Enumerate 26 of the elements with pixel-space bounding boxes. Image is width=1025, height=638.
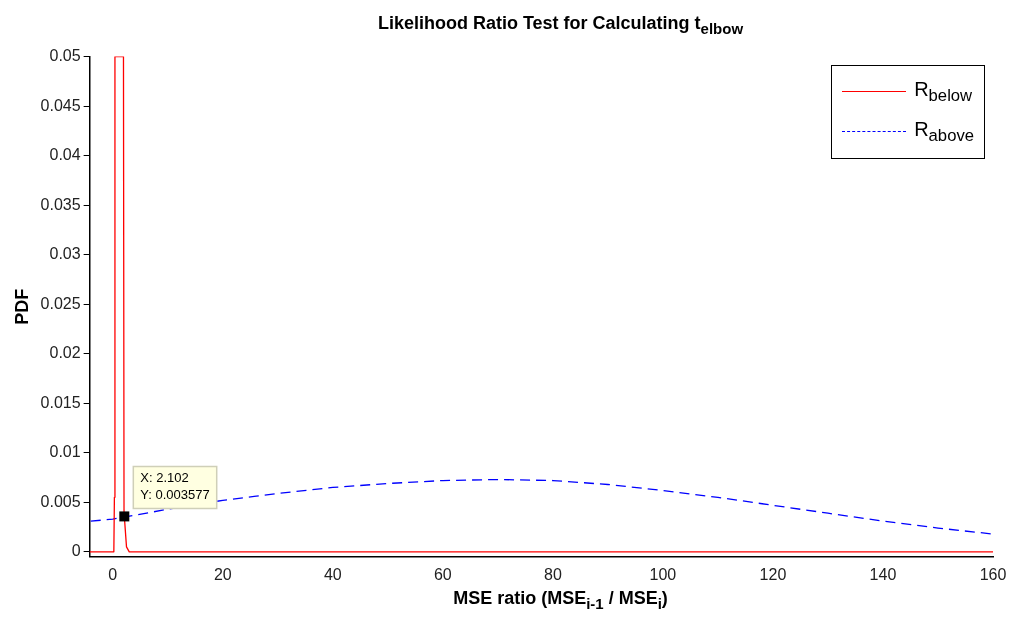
x-axis-title: MSE ratio (MSE$_{i-1}$ / MSE$_{i}$): [452, 588, 669, 612]
y-tick-label: 0.045: [40, 96, 81, 114]
y-tick-label: 0.05: [49, 47, 81, 65]
legend-label: R$_{below}$: [914, 77, 973, 106]
legend-label: R$_{above}$: [914, 117, 974, 146]
y-axis-title: PDF: [11, 288, 32, 325]
y-tick-label: 0.01: [49, 443, 81, 461]
x-tick-label: 0: [108, 565, 118, 583]
x-tick-label: 140: [869, 565, 897, 583]
x-tick-label: 80: [543, 565, 562, 583]
y-tick-label: 0.015: [40, 393, 81, 411]
y-tick-label: 0.04: [49, 146, 81, 164]
annotation: X: 2.102 Y: 0.003577: [140, 470, 210, 503]
y-tick-label: 0.005: [40, 492, 81, 510]
chart-title: Likelihood Ratio Test for Calculating t$_{elbow}$: [376, 12, 745, 39]
x-tick-label: 40: [323, 565, 342, 583]
x-tick-label: 100: [649, 565, 677, 583]
y-tick-label: 0.02: [49, 344, 81, 362]
x-tick-label: 120: [759, 565, 787, 583]
y-tick-label: 0.03: [49, 245, 81, 263]
y-tick-label: 0.025: [40, 294, 81, 312]
x-tick-label: 20: [213, 565, 232, 583]
y-tick-label: 0: [71, 542, 81, 560]
x-tick-label: 160: [979, 565, 1007, 583]
x-tick-label: 60: [433, 565, 452, 583]
y-tick-label: 0.035: [40, 195, 81, 213]
